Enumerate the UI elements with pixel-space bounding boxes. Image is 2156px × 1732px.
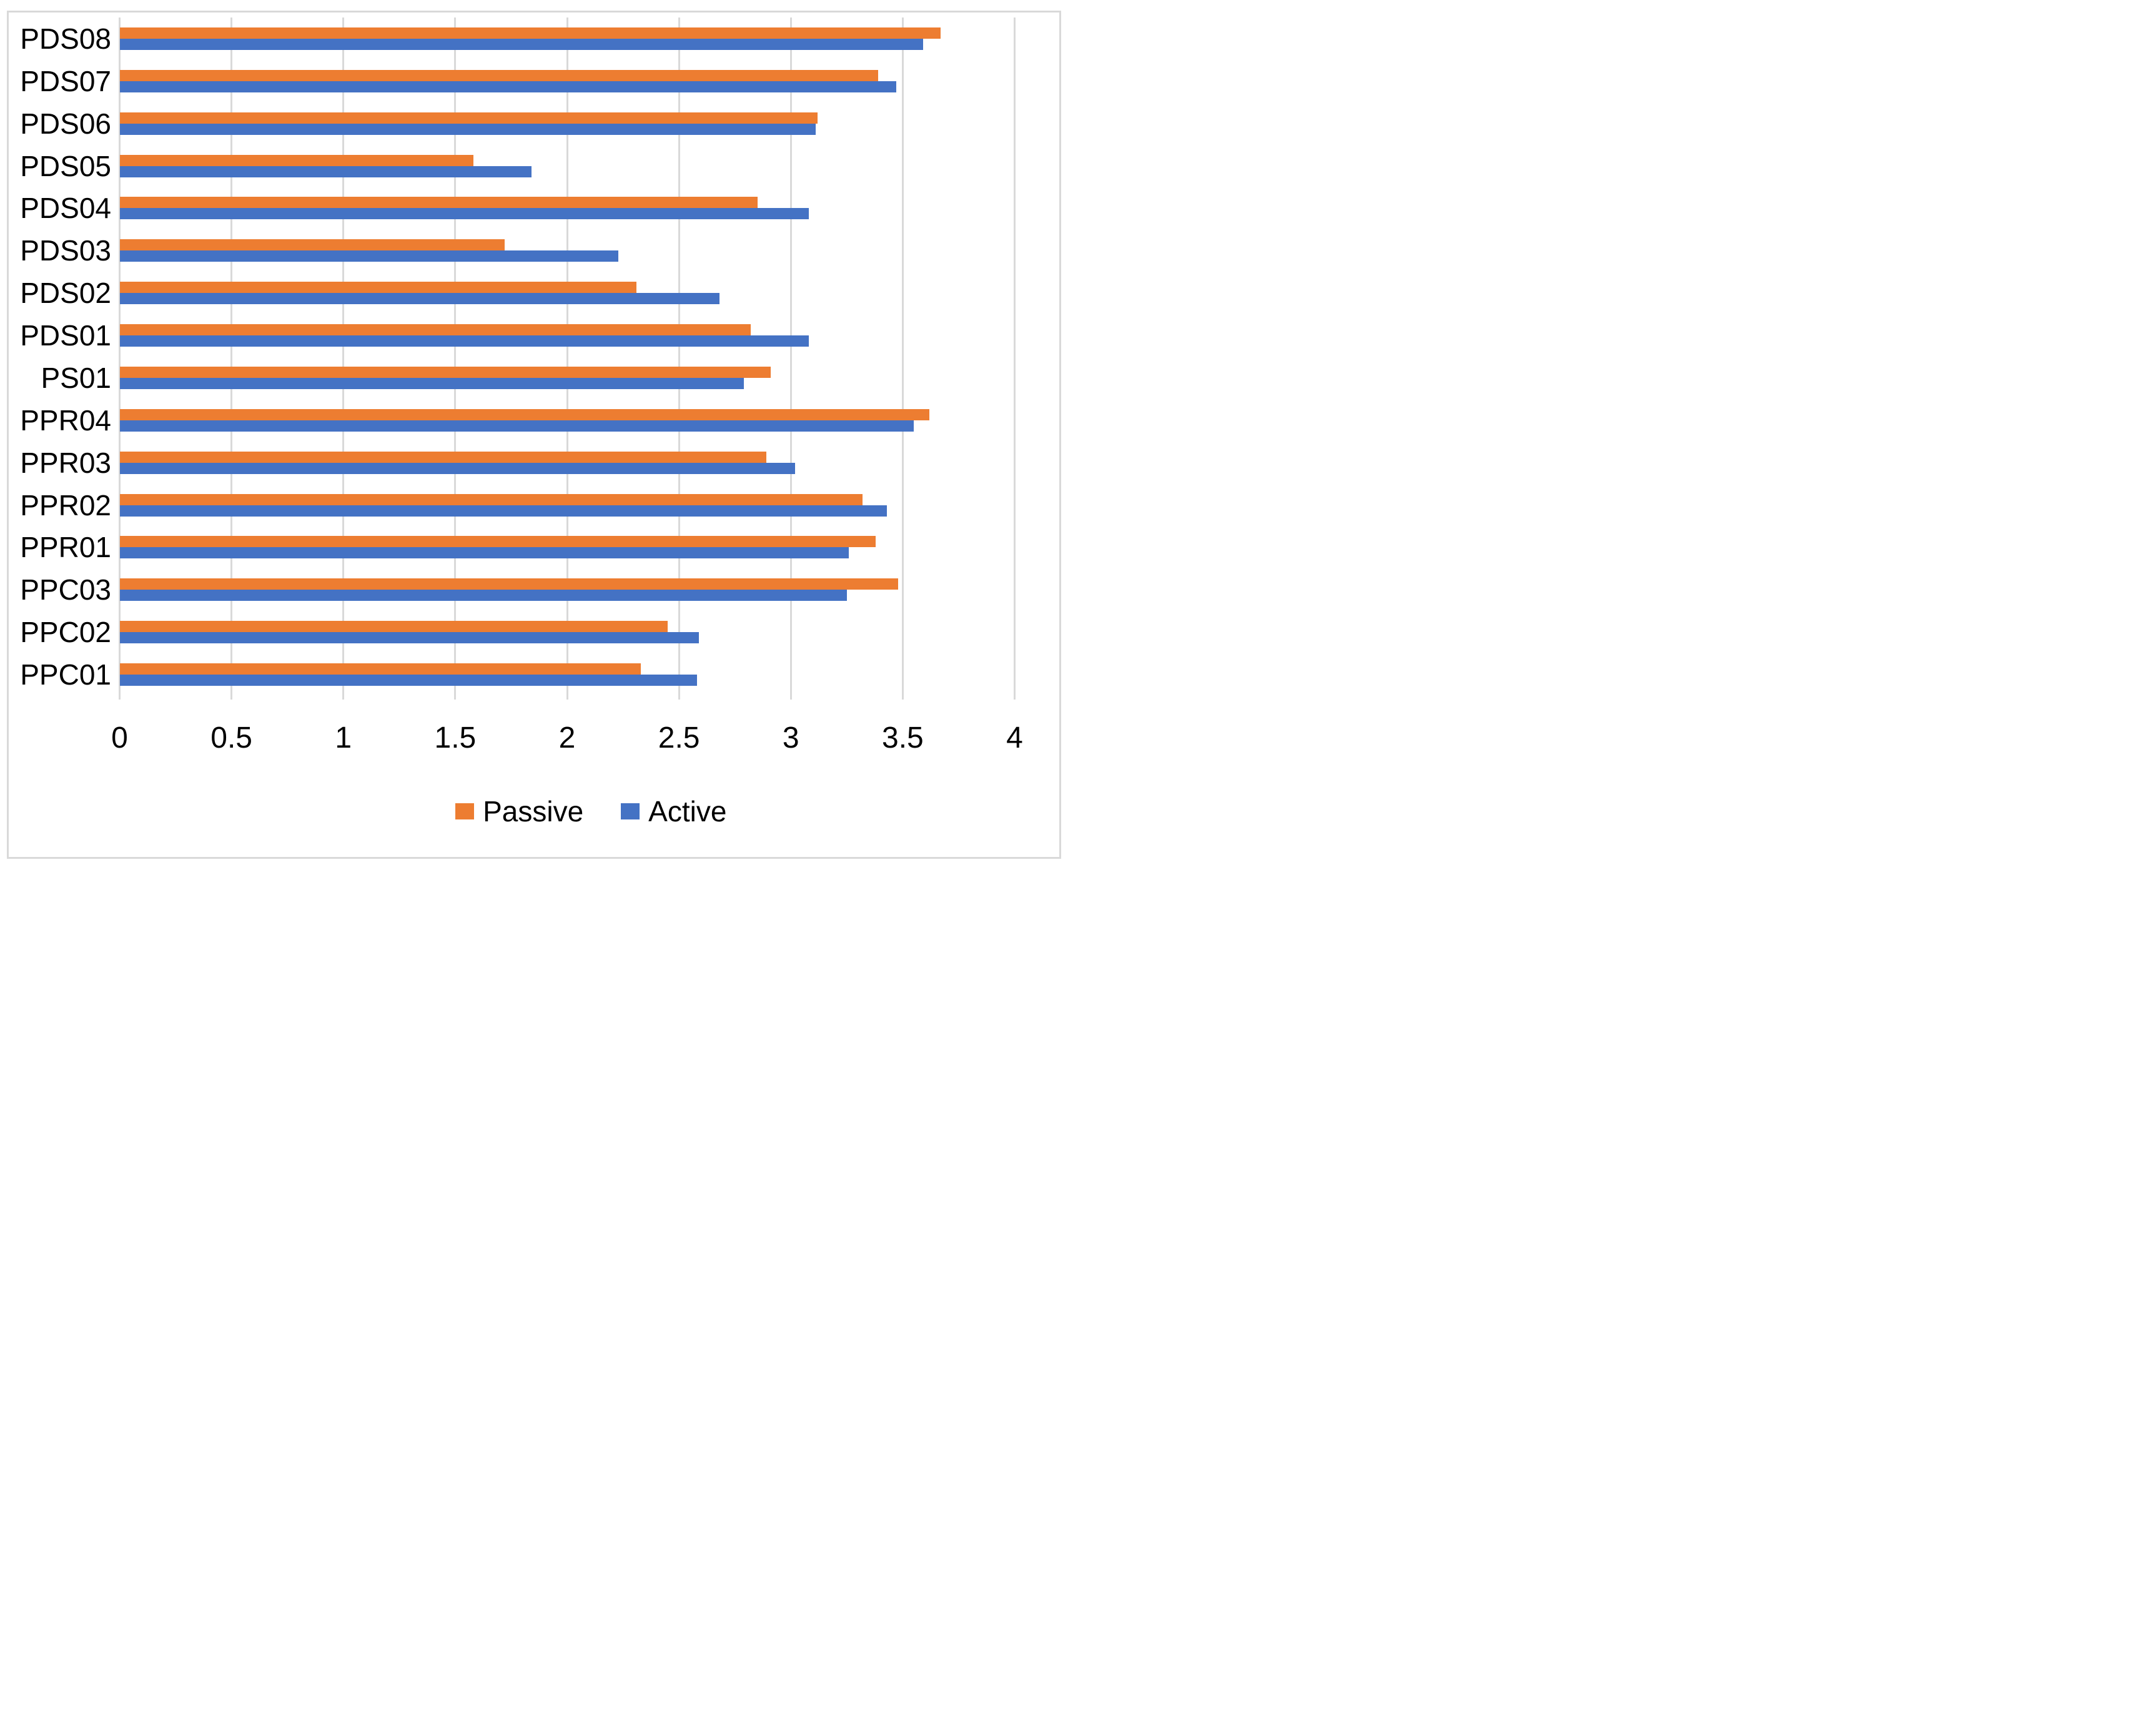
category-label-PPC01: PPC01 (20, 658, 111, 691)
bar-active-PDS06 (119, 123, 816, 135)
bar-active-PDS04 (119, 208, 809, 220)
bar-active-PPR02 (119, 505, 888, 517)
legend-item-active: Active (621, 797, 726, 826)
bar-active-PDS01 (119, 335, 809, 347)
bar-passive-PDS07 (119, 69, 878, 81)
x-tick-label-3.5: 3.5 (882, 721, 924, 755)
category-label-PPR04: PPR04 (20, 403, 111, 437)
x-tick-label-2: 2 (558, 721, 576, 755)
legend-label-passive: Passive (483, 795, 584, 828)
bar-active-PPR01 (119, 547, 849, 559)
chart-border (7, 11, 1061, 859)
bar-passive-PPC01 (119, 663, 641, 675)
bar-passive-PPR04 (119, 408, 930, 420)
legend-swatch-passive (455, 803, 475, 819)
legend-label-active: Active (648, 795, 727, 828)
bar-passive-PDS02 (119, 282, 637, 294)
category-label-PDS03: PDS03 (20, 234, 111, 267)
x-tick-label-0: 0 (111, 721, 128, 755)
gridline-x-0.5 (230, 17, 233, 700)
category-label-PDS07: PDS07 (20, 64, 111, 97)
bar-active-PPC03 (119, 590, 847, 601)
category-label-PPR01: PPR01 (20, 531, 111, 564)
legend-item-passive: Passive (455, 797, 583, 826)
category-label-PDS02: PDS02 (20, 277, 111, 310)
gridline-x-3 (789, 17, 792, 700)
bar-active-PDS03 (119, 250, 619, 262)
chart-legend: Passive Active (120, 797, 1063, 826)
bar-active-PPC02 (119, 632, 700, 644)
bar-passive-PDS03 (119, 239, 505, 251)
category-label-PDS04: PDS04 (20, 192, 111, 225)
bar-active-PDS07 (119, 81, 896, 92)
gridline-x-2.5 (678, 17, 680, 700)
x-tick-label-3: 3 (782, 721, 799, 755)
category-label-PDS05: PDS05 (20, 149, 111, 182)
bar-active-PS01 (119, 377, 744, 389)
bar-active-PPR03 (119, 462, 796, 474)
gridline-x-3.5 (901, 17, 904, 700)
bar-passive-PPR02 (119, 493, 863, 505)
bar-active-PDS08 (119, 38, 923, 50)
category-label-PPC03: PPC03 (20, 573, 111, 606)
bar-passive-PPR01 (119, 536, 876, 548)
category-label-PDS08: PDS08 (20, 22, 111, 55)
x-tick-label-2.5: 2.5 (658, 721, 700, 755)
bar-passive-PDS01 (119, 324, 751, 336)
bar-active-PDS02 (119, 293, 719, 305)
bar-passive-PDS04 (119, 197, 758, 209)
category-label-PDS01: PDS01 (20, 319, 111, 352)
category-label-PS01: PS01 (41, 361, 111, 394)
category-label-PPR03: PPR03 (20, 446, 111, 479)
x-tick-label-4: 4 (1006, 721, 1023, 755)
category-label-PPC02: PPC02 (20, 616, 111, 649)
category-label-PDS06: PDS06 (20, 107, 111, 140)
category-label-PPR02: PPR02 (20, 488, 111, 522)
bar-active-PPC01 (119, 675, 697, 686)
gridline-x-2 (566, 17, 568, 700)
bar-active-PDS05 (119, 166, 532, 177)
gridline-x-0 (119, 17, 121, 700)
bar-passive-PDS05 (119, 154, 473, 166)
bar-passive-PPC03 (119, 578, 899, 590)
bar-passive-PPR03 (119, 451, 766, 463)
gridline-x-4 (1014, 17, 1016, 700)
bar-passive-PDS08 (119, 27, 941, 39)
gridline-x-1 (342, 17, 345, 700)
x-tick-label-1: 1 (335, 721, 352, 755)
bar-chart-figure: PDS08 PDS07 PDS06 PDS05 PDS04 PDS03 PDS02 PDS01… (0, 0, 1078, 866)
bar-passive-PPC02 (119, 621, 668, 633)
gridline-x-1.5 (454, 17, 457, 700)
x-tick-label-1.5: 1.5 (434, 721, 477, 755)
bar-active-PPR04 (119, 420, 914, 432)
bar-passive-PDS06 (119, 112, 818, 124)
x-tick-label-0.5: 0.5 (210, 721, 252, 755)
legend-swatch-active (621, 803, 640, 819)
bar-passive-PS01 (119, 366, 771, 378)
